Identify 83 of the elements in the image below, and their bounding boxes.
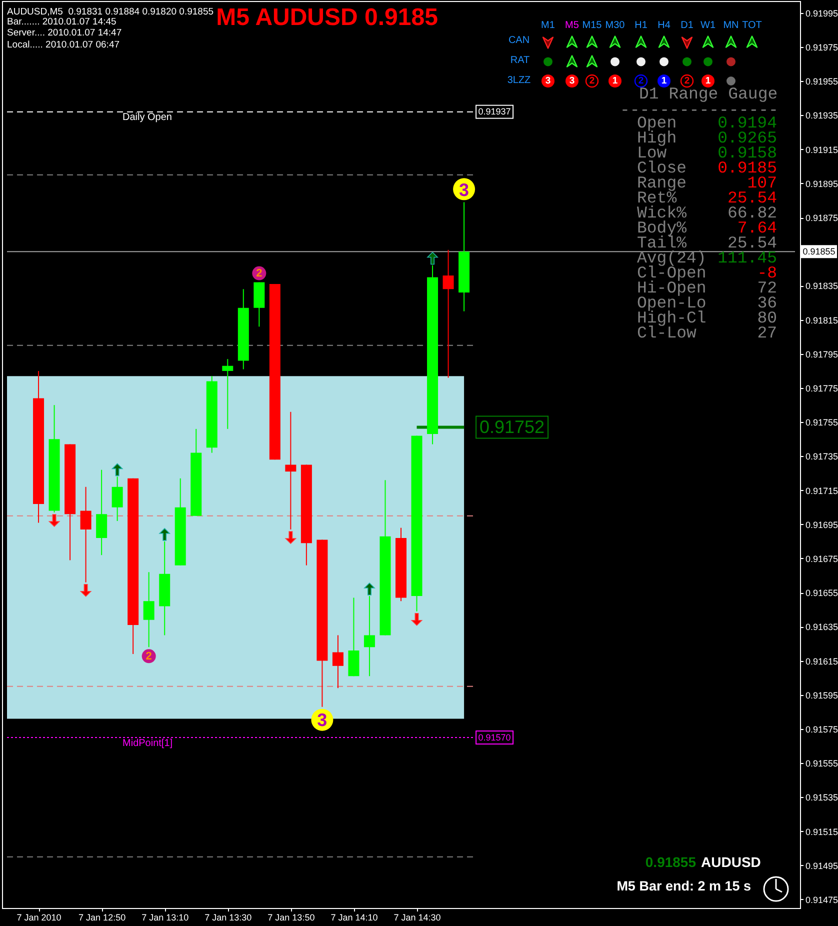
y-tick-label: 0.91835 [806,281,838,292]
y-tick-label: 0.91775 [806,384,838,394]
y-tick-label: 0.91875 [806,213,838,224]
x-tick-label: 7 Jan 13:30 [204,912,252,922]
annotation: 3 [317,710,328,730]
annotation: 3 [459,180,470,200]
annotation: M1 [541,20,555,31]
annotation: 3 [569,75,575,86]
annotation: AUDUSD [701,854,761,870]
y-tick-label: 0.91495 [806,860,838,871]
candlestick [442,249,454,378]
x-tick-label: 7 Jan 13:50 [268,912,315,922]
annotation: AUDUSD,M5 0.91831 0.91884 0.91820 0.91855 [7,6,214,18]
candlestick [143,572,154,648]
candlestick [96,469,108,556]
annotation: High [637,128,677,148]
y-tick-label: 0.91895 [806,178,838,189]
y-tick-label: 0.91675 [806,554,838,564]
candlestick [222,358,234,430]
annotation: M5 [565,20,579,31]
y-tick-label: 0.91535 [806,792,838,803]
x-tick-label: 7 Jan 14:10 [330,912,378,922]
annotation: 2 [638,75,644,86]
annotation: 0.91752 [479,417,545,438]
y-tick-label: 0.91615 [806,656,838,666]
y-tick-label: 0.91935 [806,110,838,121]
candlestick [112,476,123,522]
y-tick-label: 0.91975 [806,42,838,53]
annotation: M5 Bar end: 2 m 15 s [616,878,751,894]
annotation: 0.91570 [478,732,511,742]
x-tick-label: 7 Jan 12:50 [78,912,126,922]
annotation: 1 [661,75,667,86]
annotation: TOT [742,20,762,31]
annotation: 0.91937 [478,106,511,116]
y-tick-label: 0.91715 [806,486,838,496]
annotation: 1 [612,75,618,86]
annotation: Local..... 2010.01.07 06:47 [7,38,120,50]
y-tick-label: 0.91515 [806,826,838,837]
y-tick-label: 0.91815 [806,315,838,326]
x-tick-label: 7 Jan 13:10 [142,912,189,922]
annotation: 3 [545,75,551,86]
annotation: D1 [680,20,694,31]
annotation: CAN [508,35,530,46]
annotation: D1 Range Gauge [639,84,778,104]
y-tick-label: 0.91575 [806,724,838,734]
ref-line-label: Daily Open [122,112,172,123]
annotation: Bar....... 2010.01.07 14:45 [7,16,116,27]
annotation: 2 [684,75,690,86]
annotation: 2 [589,75,595,86]
y-tick-label: 0.91735 [806,452,838,462]
candlestick [285,411,296,530]
y-tick-label: 0.91695 [806,520,838,530]
y-tick-label: 0.91655 [806,588,838,598]
annotation: RAT [510,54,530,66]
candlestick [364,596,375,677]
x-tick-label: 7 Jan 14:30 [394,912,441,922]
y-tick-label: 0.91595 [806,690,838,700]
annotation: 1 [705,75,711,86]
y-tick-label: 0.91795 [806,349,838,360]
annotation: 2 [146,650,152,662]
annotation: H1 [634,20,648,31]
y-tick-label: 0.91955 [806,76,838,87]
y-tick-label: 0.91915 [806,144,838,155]
annotation: 2 [256,267,262,280]
annotation: M15 [582,20,602,31]
y-tick-label: 0.91995 [806,8,838,18]
chart-title: M5 AUDUSD 0.9185 [216,4,438,31]
annotation: 0.91855 [645,854,696,870]
y-tick-label: 0.91555 [806,758,838,769]
ref-line-label: MidPoint[1] [122,738,173,748]
y-tick-label: 0.91755 [806,418,838,428]
annotation: 3LZZ [507,74,531,86]
annotation: H4 [658,20,670,31]
annotation: W1 [700,20,716,31]
y-tick-label: 0.91635 [806,622,838,632]
annotation: M30 [605,20,625,31]
candlestick [80,486,92,583]
candlestick [332,634,344,689]
annotation: MN [723,20,739,31]
x-tick-label: 7 Jan 2010 [16,912,62,922]
annotation: Hi-Open [637,278,706,298]
y-tick-label: 0.91475 [806,894,838,905]
annotation: Server.... 2010.01.07 14:47 [7,26,122,38]
